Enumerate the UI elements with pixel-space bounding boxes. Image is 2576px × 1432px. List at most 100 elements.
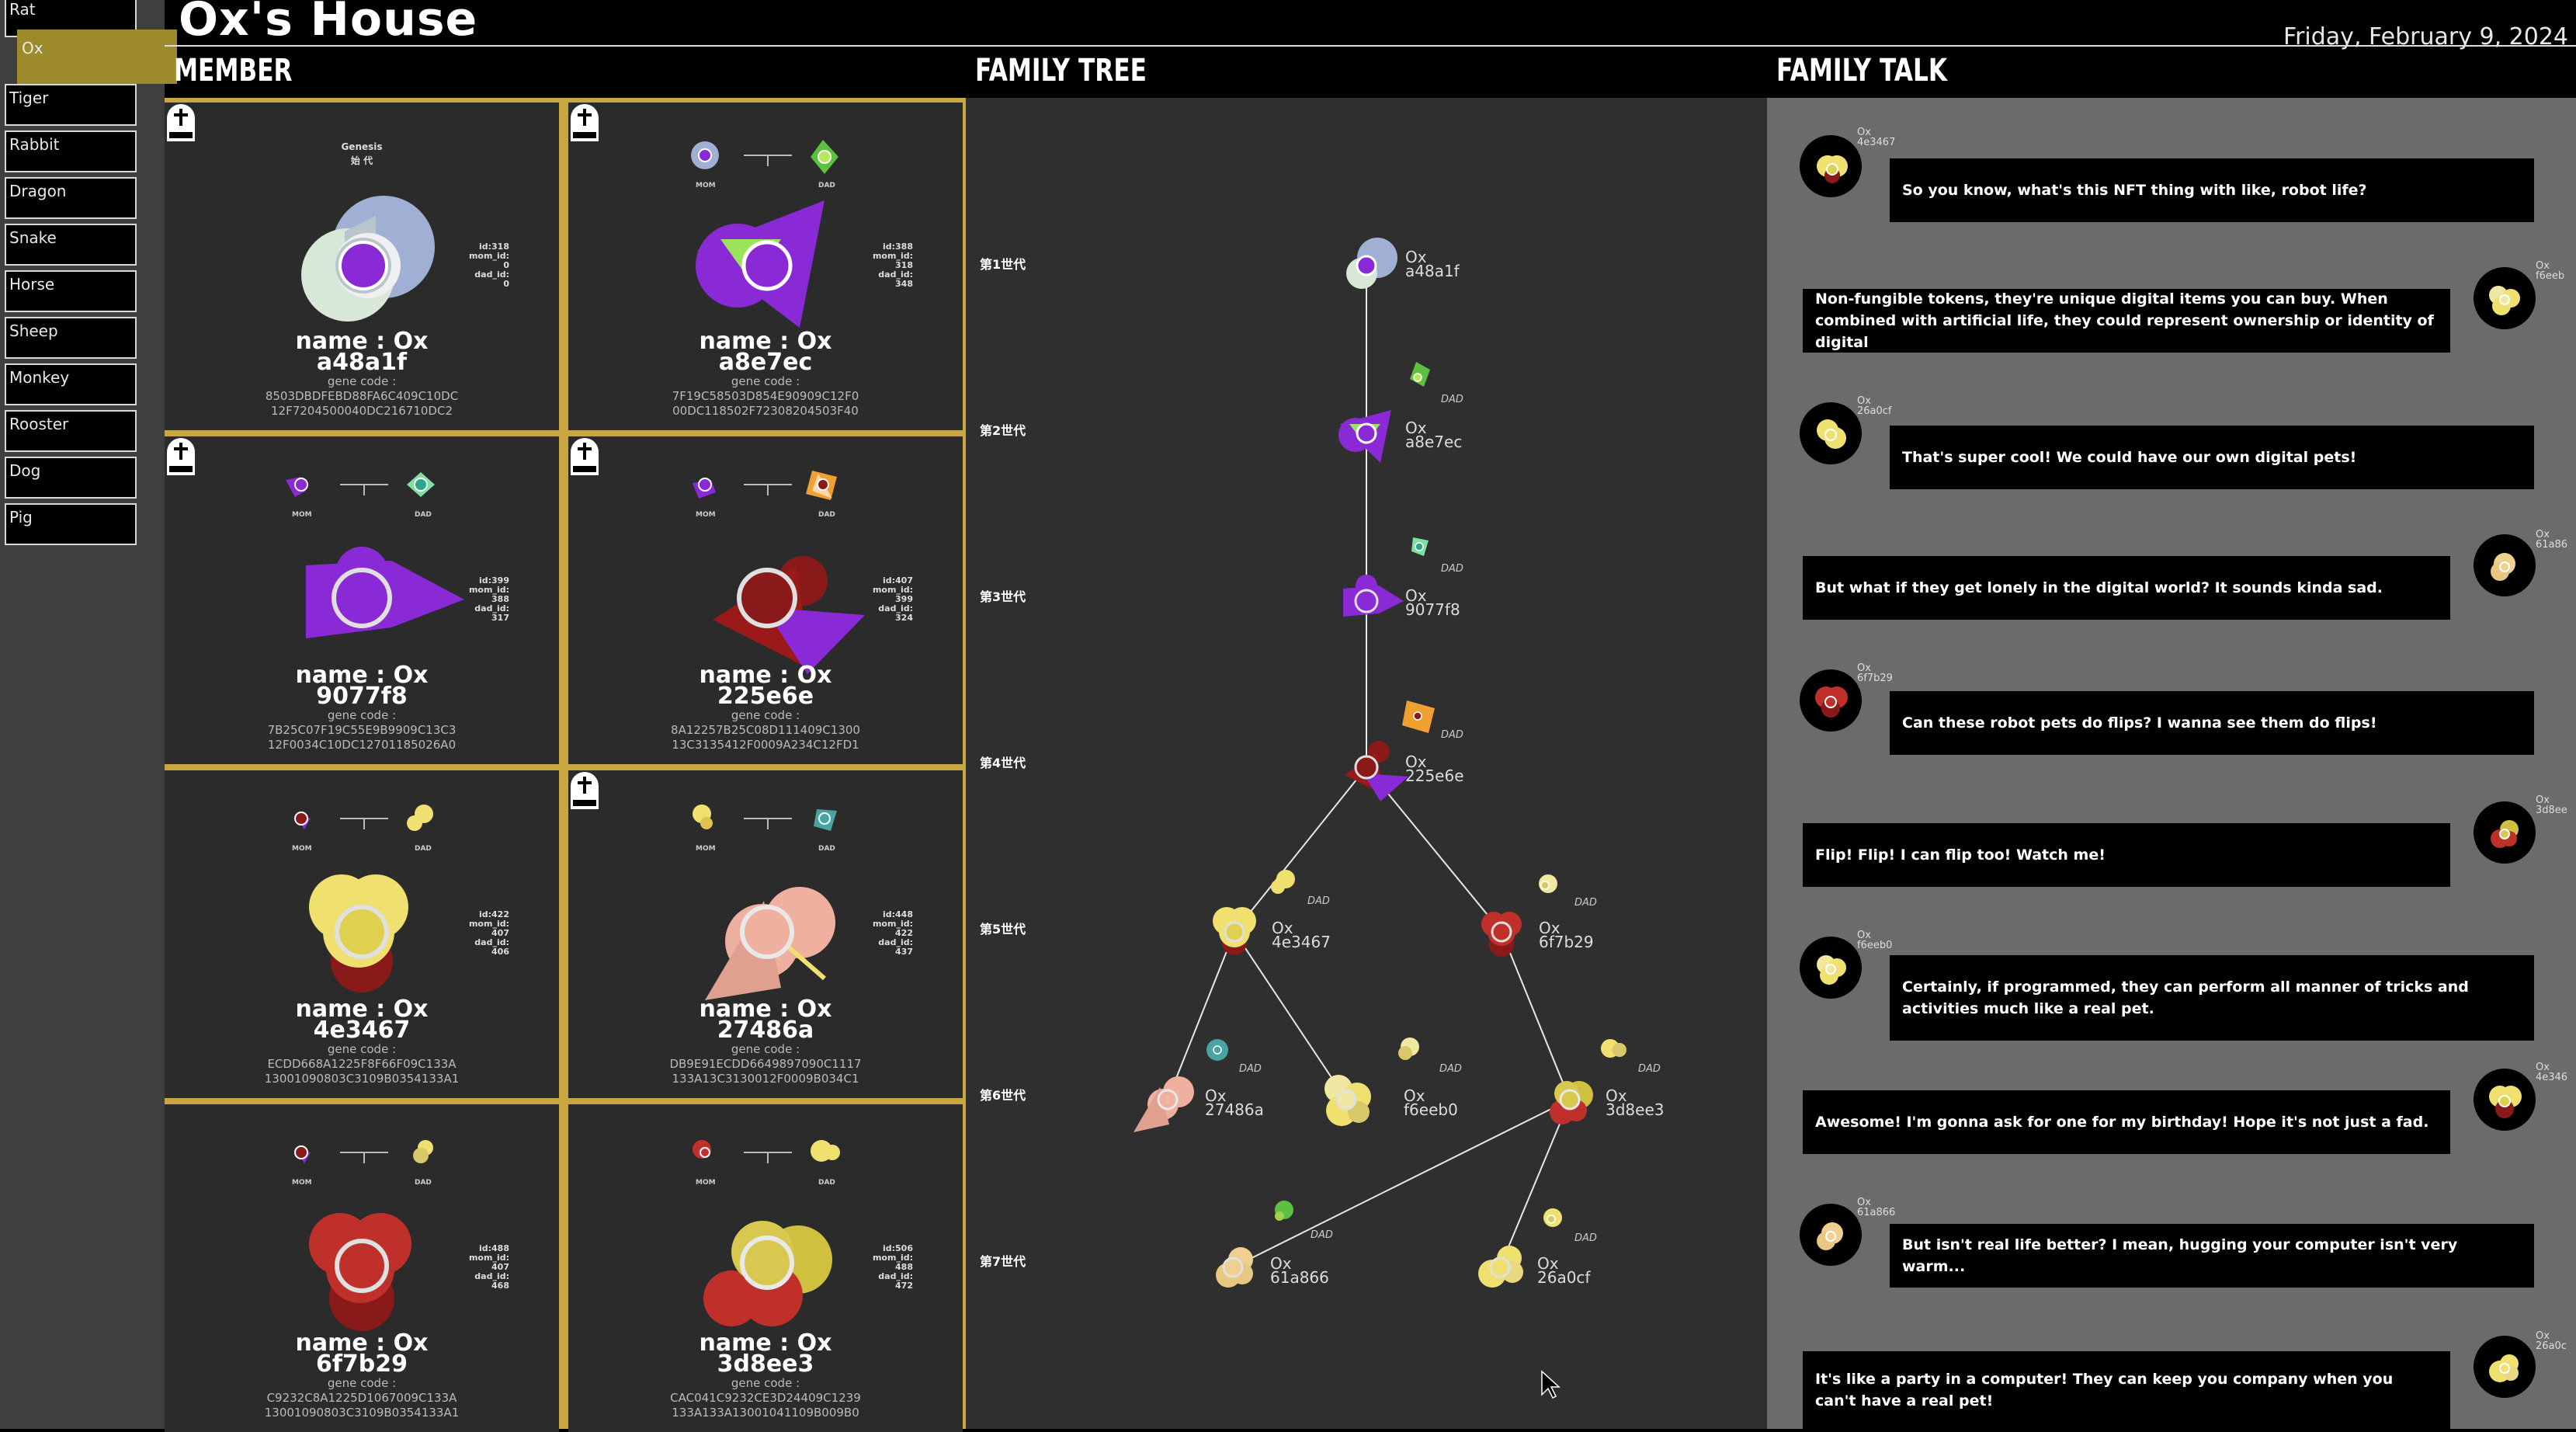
member-card[interactable]: MOM DAD id:422 mom_id: 407 dad_id: 406 n… bbox=[165, 770, 559, 1098]
mouse-cursor-icon bbox=[1541, 1370, 1561, 1399]
sidebar-item-rooster[interactable]: Rooster bbox=[5, 410, 137, 452]
gene-code: gene code :7B25C07F19C55E9B9909C13C3 12F0… bbox=[267, 708, 457, 752]
mom-label: MOM bbox=[696, 182, 716, 189]
tree-node-a8e7ec bbox=[1338, 410, 1391, 463]
member-name: name : Ox 4e3467 bbox=[295, 996, 429, 1044]
chat-sender: Ox 3d8ee bbox=[2536, 794, 2567, 816]
chat-sender: Ox f6eeb0 bbox=[1857, 930, 1893, 951]
tree-node-id: 225e6e bbox=[1405, 766, 1464, 785]
chat-message: But what if they get lonely in the digit… bbox=[1803, 556, 2450, 620]
generation-label: 第3世代 bbox=[980, 589, 1026, 604]
tree-node-label: Ox bbox=[1404, 1086, 1425, 1105]
tree-node-3d8ee3 bbox=[1550, 1081, 1593, 1124]
gene-code: gene code : DB9E91ECDD6649897090C1117 133A… bbox=[669, 1042, 862, 1086]
tree-node-id: a48a1f bbox=[1405, 262, 1460, 280]
member-name: name : Ox 27486a bbox=[699, 996, 832, 1044]
rip-tombstone-icon bbox=[571, 438, 599, 475]
family-tree-diagram: 第1世代 第2世代 第3世代 第4世代 第5世代 第6世代 第7世代 DAD D… bbox=[980, 238, 1664, 1399]
dad-tag: DAD bbox=[1574, 897, 1597, 909]
chat-avatar bbox=[1800, 937, 1862, 999]
member-card[interactable]: MOM DAD id:488 mom_id: 407 dad_id: 468 n… bbox=[165, 1104, 559, 1432]
chat-sender: Ox 26a0c bbox=[2536, 1330, 2567, 1352]
sidebar-item-ox[interactable]: Ox bbox=[17, 30, 177, 84]
family-talk-panel: Ox 4e3467 So you know, what's this NFT t… bbox=[1767, 98, 2576, 1429]
sidebar-item-dog[interactable]: Dog bbox=[5, 457, 137, 499]
chat-avatar bbox=[2474, 267, 2536, 329]
chat-message: Can these robot pets do flips? I wanna s… bbox=[1890, 691, 2534, 755]
dad-tag: DAD bbox=[1311, 1229, 1333, 1241]
member-name: name : Ox a8e7ec bbox=[699, 328, 832, 376]
sidebar-item-dragon[interactable]: Dragon bbox=[5, 177, 137, 219]
sidebar-item-sheep[interactable]: Sheep bbox=[5, 317, 137, 359]
chat-avatar bbox=[1800, 402, 1862, 464]
dad-label: DAD bbox=[818, 182, 835, 189]
member-ids: id:407 mom_id: 399 dad_id: 324 bbox=[872, 575, 913, 623]
member-ids: id:318 mom_id: 0 dad_id: 0 bbox=[468, 242, 509, 289]
gene-code: gene code :8503DBDFEBD88FA6C409C10DC 12F7… bbox=[265, 374, 459, 418]
chat-message: It's like a party in a computer! They ca… bbox=[1803, 1351, 2450, 1429]
member-avatar-art bbox=[294, 805, 433, 992]
tree-node-label: Ox bbox=[1270, 1254, 1292, 1273]
rip-tombstone-icon bbox=[167, 104, 195, 141]
tree-node-id: 27486a bbox=[1205, 1100, 1264, 1119]
member-card[interactable]: Genesis 始 代 id:318 mom_id: 0 dad_id: 0 na… bbox=[165, 103, 559, 430]
tree-node-label: Ox bbox=[1272, 919, 1293, 937]
member-ids: id:399 mom_id: 388 dad_id: 317 bbox=[468, 575, 509, 623]
tree-node-4e3467 bbox=[1213, 907, 1256, 955]
tree-node-label: Ox bbox=[1405, 419, 1427, 437]
sidebar-item-tiger[interactable]: Tiger bbox=[5, 84, 137, 126]
dad-tag: DAD bbox=[1439, 1063, 1462, 1075]
tree-node-id: 61a866 bbox=[1270, 1268, 1329, 1287]
member-card[interactable]: MOM DAD id:448 mom_id: 422 dad_id: 437 n… bbox=[568, 770, 963, 1098]
dad-label: DAD bbox=[415, 845, 432, 853]
member-name: name : Ox 6f7b29 bbox=[295, 1329, 429, 1378]
member-ids: id:422 mom_id: 407 dad_id: 406 bbox=[468, 909, 509, 957]
tree-node-label: Ox bbox=[1405, 586, 1427, 605]
member-card[interactable]: MOM DAD id:506 mom_id: 488 dad_id: 472 n… bbox=[568, 1104, 963, 1432]
mom-label: MOM bbox=[696, 511, 716, 519]
sidebar-item-rabbit[interactable]: Rabbit bbox=[5, 130, 137, 172]
rip-tombstone-icon bbox=[571, 104, 599, 141]
mom-label: MOM bbox=[696, 845, 716, 853]
chat-message: Non-fungible tokens, they're unique digi… bbox=[1803, 289, 2450, 353]
tree-node-9077f8 bbox=[1343, 575, 1404, 617]
dad-label: DAD bbox=[415, 511, 432, 519]
tree-node-225e6e bbox=[1345, 741, 1408, 801]
dad-label: DAD bbox=[415, 1179, 432, 1187]
genesis-label: Genesis 始 代 bbox=[341, 141, 383, 166]
mom-label: MOM bbox=[292, 1179, 312, 1187]
member-card[interactable]: MOM DAD id:388 mom_id: 318 dad_id: 348 n… bbox=[568, 103, 963, 430]
gene-code: gene code : ECDD668A1225F8F66F09C133A 1300… bbox=[264, 1042, 460, 1086]
tree-node-label: Ox bbox=[1405, 752, 1427, 771]
chat-sender: Ox 4e3467 bbox=[1857, 127, 1896, 148]
member-avatar-art bbox=[286, 472, 464, 638]
sidebar-item-snake[interactable]: Snake bbox=[5, 224, 137, 266]
sidebar-item-pig[interactable]: Pig bbox=[5, 503, 137, 545]
generation-label: 第5世代 bbox=[980, 922, 1026, 937]
chat-sender: Ox f6eeb bbox=[2536, 260, 2565, 282]
mom-label: MOM bbox=[292, 845, 312, 853]
chat-message: Certainly, if programmed, they can perfo… bbox=[1890, 955, 2534, 1041]
rip-tombstone-icon bbox=[167, 438, 195, 475]
family-talk-section-title: FAMILY TALK bbox=[1776, 53, 1948, 89]
tree-node-id: f6eeb0 bbox=[1404, 1100, 1458, 1119]
member-panel: Genesis 始 代 id:318 mom_id: 0 dad_id: 0 na… bbox=[165, 98, 966, 1432]
tree-node-id: 4e3467 bbox=[1272, 933, 1331, 951]
chat-avatar bbox=[2474, 1069, 2536, 1131]
generation-label: 第6世代 bbox=[980, 1088, 1026, 1103]
chat-sender: Ox 6f7b29 bbox=[1857, 662, 1893, 684]
member-card[interactable]: MOM DAD id:399 mom_id: 388 dad_id: 317 n… bbox=[165, 436, 559, 764]
member-card[interactable]: MOM DAD id:407 mom_id: 399 dad_id: 324 n… bbox=[568, 436, 963, 764]
sidebar-item-horse[interactable]: Horse bbox=[5, 270, 137, 312]
tree-node-27486a bbox=[1134, 1076, 1194, 1132]
chat-message: But isn't real life better? I mean, hugg… bbox=[1890, 1224, 2534, 1288]
sidebar-item-monkey[interactable]: Monkey bbox=[5, 363, 137, 405]
tree-node-id: a8e7ec bbox=[1405, 433, 1462, 451]
tree-node-label: Ox bbox=[1205, 1086, 1227, 1105]
member-ids: id:488 mom_id: 407 dad_id: 468 bbox=[468, 1243, 509, 1291]
chat-message: Awesome! I'm gonna ask for one for my bi… bbox=[1803, 1090, 2450, 1154]
dad-label: DAD bbox=[818, 511, 835, 519]
tree-node-label: Ox bbox=[1606, 1086, 1627, 1105]
gene-code: gene code :8A12257B25C08D111409C1300 13C3… bbox=[671, 708, 860, 752]
gene-code: gene code :7F19C58503D854E90909C12F0 00DC… bbox=[672, 374, 859, 418]
